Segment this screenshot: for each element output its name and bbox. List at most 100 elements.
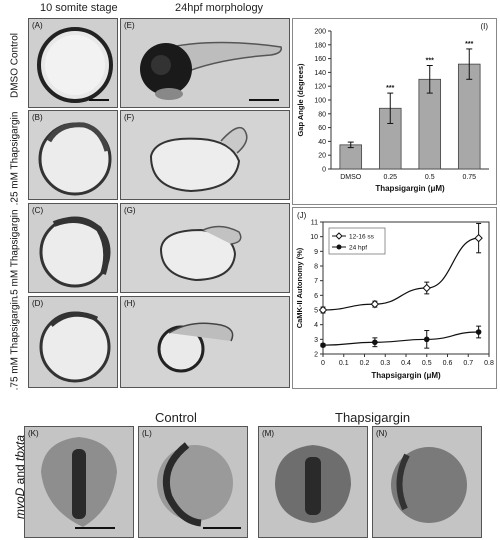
image-panel-a: (A) xyxy=(28,18,118,108)
embryo-image-f xyxy=(149,126,248,193)
data-point-filled-circle xyxy=(320,342,326,348)
y-tick-label: 80 xyxy=(318,111,326,118)
column-heading-hpf: 24hpf morphology xyxy=(175,2,264,14)
series-line-1 xyxy=(322,331,479,346)
x-tick-label: 0 xyxy=(321,360,325,367)
x-tick-label: 0.4 xyxy=(401,360,411,367)
panel-tag-h: (H) xyxy=(124,299,136,308)
x-tick-label: DMSO xyxy=(340,174,362,181)
bottom-heading-thapsigargin: Thapsigargin xyxy=(335,410,411,425)
image-panel-h: (H) xyxy=(120,296,290,388)
panel-tag-c: (C) xyxy=(32,206,44,215)
panel-tag-b: (B) xyxy=(32,113,43,122)
bottom-heading-control: Control xyxy=(155,410,197,425)
y-axis-label: CaMK-II Autonomy (%) xyxy=(295,247,304,328)
x-tick-label: 0.5 xyxy=(425,174,435,181)
y-axis-label: Gap Angle (degrees) xyxy=(296,63,305,137)
scale-bar xyxy=(75,527,115,529)
embryo-image-m xyxy=(275,445,351,523)
y-tick-label: 4 xyxy=(314,322,318,329)
legend-label: 12-16 ss xyxy=(349,234,375,241)
x-tick-label: 0.3 xyxy=(380,360,390,367)
image-panel-l: (L) xyxy=(138,426,248,538)
image-panel-g: (G) xyxy=(120,203,290,293)
panel-tag-g: (G) xyxy=(124,206,136,215)
gap-angle-bar-chart: (I) 0 20 40 60 80 100 120 140 160 180 200 DMSO *** 0.2… xyxy=(292,18,497,205)
legend-marker xyxy=(336,244,342,250)
embryo-image-e xyxy=(140,41,283,100)
embryo-image-b xyxy=(38,122,112,196)
y-tick-label: 140 xyxy=(314,70,326,77)
y-tick-label: 180 xyxy=(314,42,326,49)
image-panel-f: (F) xyxy=(120,110,290,200)
embryo-image-l xyxy=(157,442,233,527)
y-tick-label: 120 xyxy=(314,84,326,91)
image-panel-e: (E) xyxy=(120,18,290,108)
embryo-image-c xyxy=(39,216,111,288)
panel-tag-e: (E) xyxy=(124,21,135,30)
bar xyxy=(339,144,363,170)
significance-label: *** xyxy=(386,85,394,92)
x-axis-label: Thapsigargin (μM) xyxy=(375,184,445,193)
scale-bar xyxy=(203,527,241,529)
panel-tag-f: (F) xyxy=(124,113,135,122)
image-panel-b: (B) xyxy=(28,110,118,200)
x-tick-label: 0.5 xyxy=(422,360,432,367)
row-label-025: .25 mM Thapsigargin xyxy=(9,111,21,206)
panel-tag-m: (M) xyxy=(262,429,274,438)
y-tick-label: 11 xyxy=(311,220,318,227)
y-tick-label: 20 xyxy=(318,153,326,160)
panel-tag-k: (K) xyxy=(28,429,39,438)
x-axis-label: Thapsigargin (μM) xyxy=(371,371,441,380)
panel-tag-d: (D) xyxy=(32,299,44,308)
row-label-dmso: DMSO Control xyxy=(9,33,21,99)
panel-tag-n: (N) xyxy=(376,429,388,438)
embryo-image-d xyxy=(39,311,111,383)
gap-angle-chart-svg: (I) 0 20 40 60 80 100 120 140 160 180 200 DMSO *** 0.2… xyxy=(296,22,489,193)
embryo-image-n xyxy=(391,447,467,523)
y-tick-label: 200 xyxy=(314,29,326,36)
significance-label: *** xyxy=(465,41,473,48)
x-tick-label: 0.8 xyxy=(484,360,494,367)
x-tick-label: 0.75 xyxy=(462,174,476,181)
panel-tag-i: (I) xyxy=(480,22,488,31)
x-tick-label: 0.2 xyxy=(360,360,370,367)
y-tick-label: 160 xyxy=(314,56,326,63)
legend-marker xyxy=(335,232,343,240)
scale-bar xyxy=(89,99,109,101)
y-tick-label: 40 xyxy=(318,139,326,146)
y-tick-label: 8 xyxy=(314,264,318,271)
embryo-image-g xyxy=(159,225,242,282)
column-heading-somite: 10 somite stage xyxy=(40,2,118,14)
y-tick-label: 2 xyxy=(314,352,318,359)
y-tick-label: 3 xyxy=(314,337,318,344)
y-tick-label: 5 xyxy=(314,308,318,315)
data-point-filled-circle xyxy=(423,336,430,343)
y-tick-label: 10 xyxy=(310,234,318,241)
y-tick-label: 9 xyxy=(314,249,318,256)
image-panel-d: (D) xyxy=(28,296,118,388)
data-point-open-diamond xyxy=(422,283,431,293)
camk-autonomy-chart-svg: (J) 2 3 4 5 6 7 8 9 10 11 0 0.1 0.2 0.3 0.4 0.5 0.6 0.7 0.8… xyxy=(295,211,494,380)
image-panel-n: (N) xyxy=(372,426,482,538)
row-label-075: .75 mM Thapsigargin xyxy=(9,296,21,391)
data-point-filled-circle xyxy=(372,339,378,346)
data-point-open-diamond xyxy=(474,233,483,243)
significance-label: *** xyxy=(426,58,434,65)
embryo-image-k xyxy=(41,437,117,527)
embryo-image-a xyxy=(37,27,113,103)
image-panel-c: (C) xyxy=(28,203,118,293)
y-tick-label: 0 xyxy=(322,167,326,174)
data-point-open-diamond xyxy=(318,305,328,315)
series-line-0 xyxy=(322,237,479,311)
y-tick-label: 100 xyxy=(314,98,326,105)
data-point-filled-circle xyxy=(475,329,482,335)
scale-bar xyxy=(249,99,279,101)
y-tick-label: 60 xyxy=(318,125,326,132)
y-tick-label: 7 xyxy=(314,278,318,285)
x-tick-label: 0.1 xyxy=(339,360,349,367)
panel-tag-a: (A) xyxy=(32,21,43,30)
y-tick-label: 6 xyxy=(314,293,318,300)
data-point-open-diamond xyxy=(370,299,380,309)
x-tick-label: 0.6 xyxy=(443,360,453,367)
